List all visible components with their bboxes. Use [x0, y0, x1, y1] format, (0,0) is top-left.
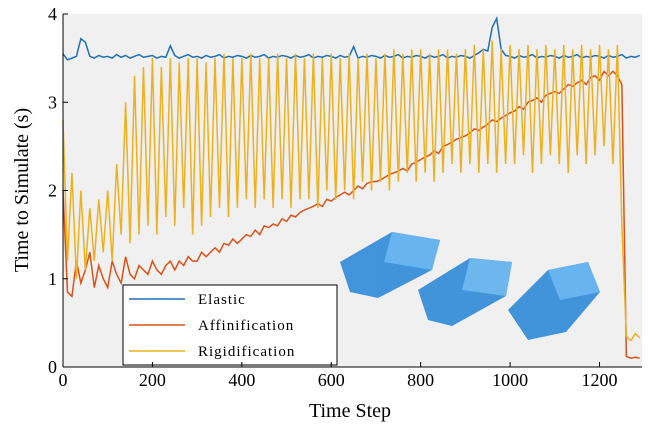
- x-axis-label: Time Step: [309, 400, 391, 422]
- chart: Time Step Time to Simulate (s) 0 200 400 60…: [0, 0, 649, 429]
- x-tick-label: 200: [139, 370, 166, 390]
- y-axis-label: Time to Simulate (s): [11, 108, 33, 272]
- legend-label: Elastic: [198, 292, 246, 308]
- x-tick-label: 400: [228, 370, 255, 390]
- y-tick-label: 2: [48, 181, 57, 201]
- x-tick-label: 1200: [582, 370, 618, 390]
- y-tick-label: 0: [48, 357, 57, 377]
- legend-label: Rigidification: [198, 344, 295, 360]
- y-tick-label: 3: [48, 92, 57, 112]
- y-tick-label: 1: [48, 269, 57, 289]
- x-tick-label: 1000: [492, 370, 528, 390]
- y-tick-label: 4: [48, 4, 57, 24]
- legend-label: Affinification: [198, 318, 294, 334]
- x-tick-label: 0: [59, 370, 68, 390]
- x-tick-label: 800: [407, 370, 434, 390]
- x-tick-label: 600: [318, 370, 345, 390]
